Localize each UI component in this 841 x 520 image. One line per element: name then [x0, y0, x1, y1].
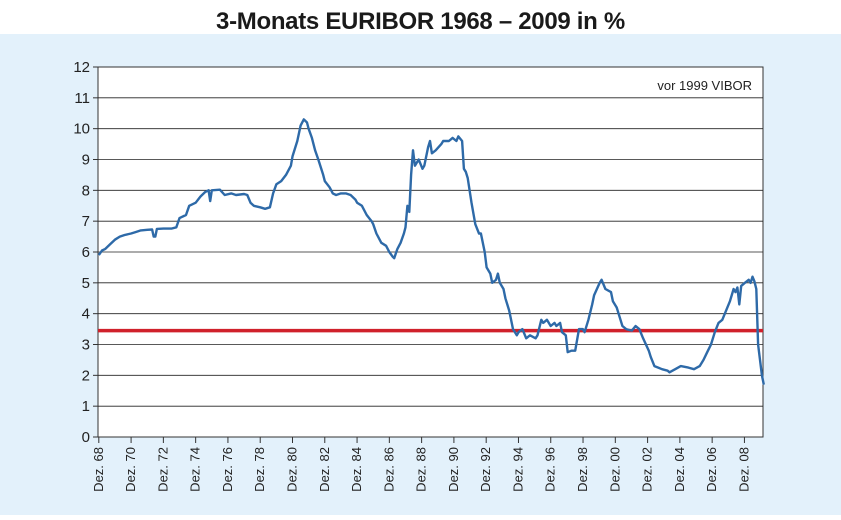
x-tick-label: Dez. 02 [640, 447, 655, 492]
x-tick-label: Dez. 08 [736, 447, 751, 492]
x-tick-label: Dez. 04 [672, 447, 687, 492]
x-tick-label: Dez. 76 [220, 447, 235, 492]
title-bar: 3-Monats EURIBOR 1968 – 2009 in % [0, 0, 841, 35]
x-tick-label: Dez. 06 [704, 447, 719, 492]
x-tick-label: Dez. 68 [91, 447, 106, 492]
series-line [97, 118, 765, 385]
y-tick-label: 0 [82, 429, 90, 446]
y-tick-label: 9 [82, 152, 90, 169]
y-tick-label: 6 [82, 244, 90, 261]
y-tick-label: 8 [82, 182, 90, 199]
x-tick-label: Dez. 96 [543, 447, 558, 492]
y-tick-label: 3 [82, 337, 90, 354]
x-tick-label: Dez. 90 [446, 447, 461, 492]
bottom-rule [0, 515, 841, 520]
y-tick-label: 7 [82, 213, 90, 230]
x-axis-ticks: Dez. 68 Dez. 70 Dez. 72 Dez. 74 Dez. 76 Dez. … [91, 437, 751, 492]
x-tick-label: Dez. 00 [607, 447, 622, 492]
x-tick-label: Dez. 82 [317, 447, 332, 492]
x-tick-label: Dez. 88 [414, 447, 429, 492]
x-tick-label: Dez. 84 [349, 447, 364, 492]
x-tick-label: Dez. 78 [252, 447, 267, 492]
annotation-note: vor 1999 VIBOR [657, 78, 752, 93]
x-tick-label: Dez. 92 [478, 447, 493, 492]
chart-title: 3-Monats EURIBOR 1968 – 2009 in % [216, 8, 625, 35]
y-tick-label: 1 [82, 398, 90, 415]
y-tick-label: 10 [73, 121, 90, 138]
y-tick-label: 5 [82, 275, 90, 292]
x-tick-label: Dez. 70 [123, 447, 138, 492]
x-tick-label: Dez. 98 [575, 447, 590, 492]
x-tick-label: Dez. 94 [510, 447, 525, 492]
x-tick-label: Dez. 80 [284, 447, 299, 492]
y-tick-label: 2 [82, 367, 90, 384]
y-tick-label: 12 [73, 59, 90, 76]
x-tick-label: Dez. 86 [381, 447, 396, 492]
x-tick-label: Dez. 72 [155, 447, 170, 492]
x-tick-label: Dez. 74 [188, 447, 203, 492]
y-tick-label: 4 [82, 306, 90, 323]
y-tick-label: 11 [74, 90, 90, 107]
